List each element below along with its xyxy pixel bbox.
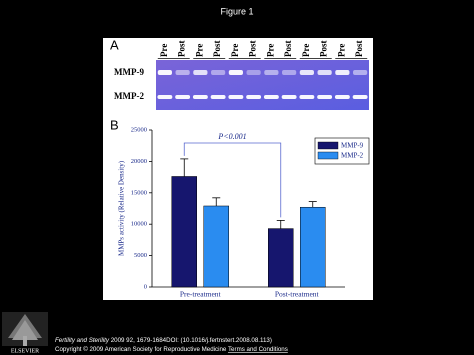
gel-band — [192, 95, 208, 99]
terms-link[interactable]: Terms and Conditions — [228, 346, 288, 353]
y-tick-label: 10000 — [131, 221, 147, 228]
copyright-text: Copyright © 2009 American Society for Re… — [55, 346, 228, 353]
gel-band — [353, 70, 368, 75]
gel-band — [334, 95, 350, 99]
lane-label: Pre — [301, 44, 311, 57]
y-tick-label: 20000 — [131, 158, 147, 165]
legend-swatch — [317, 151, 339, 160]
y-tick-label: 0 — [144, 283, 147, 290]
citation-text: 2009 92, 1679-1684DOI: (10.1016/j.fertns… — [109, 337, 272, 344]
bar — [171, 176, 197, 288]
panel-label: B — [110, 117, 119, 132]
legend-label: MMP-2 — [341, 152, 364, 160]
gel-band — [157, 95, 173, 99]
x-tick-label: Pre-treatment — [180, 290, 222, 299]
gel-band — [246, 70, 261, 75]
gel-band — [211, 70, 226, 75]
gel-band — [193, 70, 208, 75]
y-tick-label: 5000 — [134, 252, 147, 259]
lane-label: Post — [212, 41, 222, 58]
legend-label: MMP-9 — [341, 142, 364, 150]
gel-band — [299, 95, 315, 99]
journal: Fertility and Sterility — [55, 337, 110, 344]
lane-label: Post — [283, 41, 293, 58]
lane-label: Pre — [194, 44, 204, 57]
y-axis-label: MMPs activity (Relative Density) — [118, 160, 126, 256]
x-tick-label: Post-treatment — [275, 290, 320, 299]
bar — [203, 205, 229, 288]
gel-band — [281, 95, 297, 99]
gel-band — [246, 95, 262, 99]
lane-label: Post — [177, 41, 187, 58]
citation: Fertility and Sterility 2009 92, 1679-16… — [55, 337, 272, 344]
annotation: P<0.001 — [217, 132, 246, 141]
lane-label: Pre — [265, 44, 275, 57]
gel-band — [263, 95, 279, 99]
gel-band — [317, 70, 332, 75]
lane-label: Post — [354, 41, 364, 58]
row-label: MMP-9 — [114, 67, 144, 77]
gel-band — [210, 95, 226, 99]
bar — [268, 228, 294, 288]
publisher-logo: ELSEVIER — [2, 312, 48, 354]
lane-label: Post — [319, 41, 329, 58]
row-label: MMP-2 — [114, 91, 144, 101]
bar — [300, 206, 326, 288]
legend-swatch — [317, 141, 339, 150]
lane-label: Pre — [159, 44, 169, 57]
y-tick-label: 25000 — [131, 126, 147, 133]
panel-label: A — [110, 37, 119, 52]
gel-band — [228, 70, 243, 75]
gel-band — [175, 95, 191, 99]
gel-image — [156, 60, 369, 110]
logo-text: ELSEVIER — [11, 348, 39, 354]
lane-label: Pre — [230, 44, 240, 57]
copyright: Copyright © 2009 American Society for Re… — [55, 346, 288, 353]
lane-label: Post — [248, 41, 258, 58]
figure-title: Figure 1 — [220, 6, 253, 16]
gel-band — [352, 95, 368, 99]
gel-band — [264, 70, 279, 75]
gel-band — [175, 70, 190, 75]
gel-band — [299, 70, 314, 75]
y-tick-label: 15000 — [131, 189, 147, 196]
lane-label: Pre — [336, 44, 346, 57]
gel-band — [228, 95, 244, 99]
gel-band — [335, 70, 350, 75]
significance-bracket — [183, 142, 282, 218]
gel-band — [282, 70, 297, 75]
gel-band — [317, 95, 333, 99]
gel-band — [157, 70, 172, 75]
